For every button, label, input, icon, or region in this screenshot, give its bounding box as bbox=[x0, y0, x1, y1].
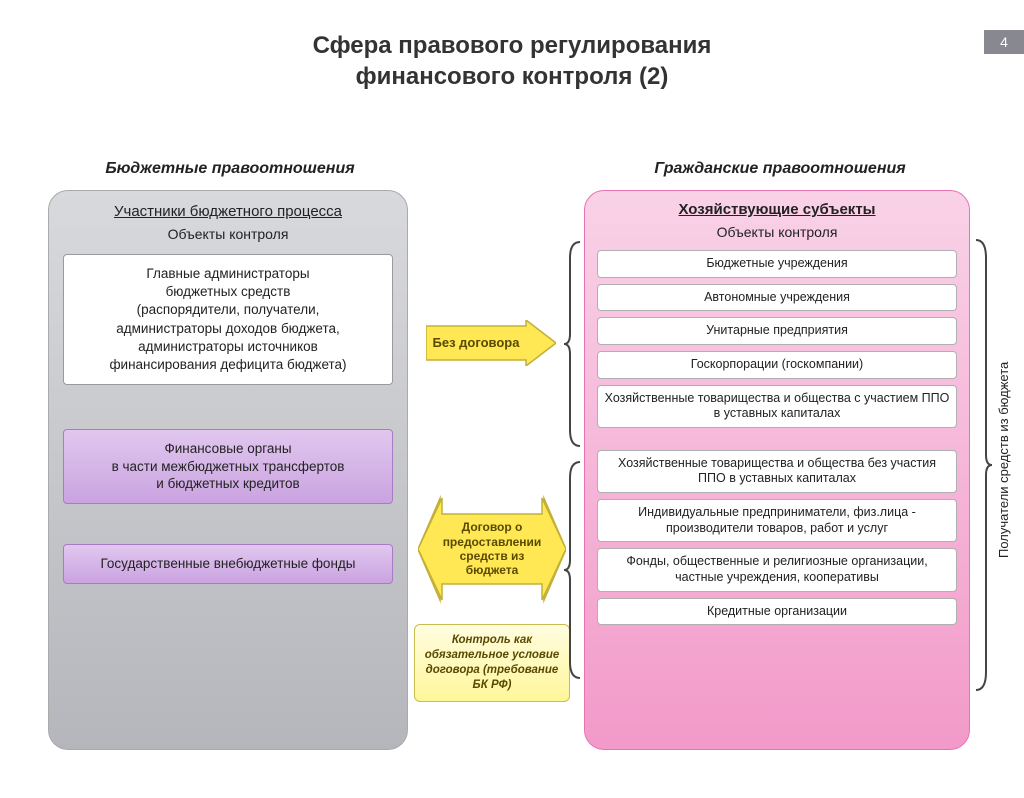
right-item: Госкорпорации (госкомпании) bbox=[597, 351, 957, 379]
right-panel-subtitle: Объекты контроля bbox=[597, 224, 957, 240]
arrow-contract-label: Договор о предоставлении средств из бюдж… bbox=[440, 500, 544, 598]
left-box-administrators: Главные администраторы бюджетных средств… bbox=[63, 254, 393, 385]
title-line-1: Сфера правового регулирования bbox=[313, 32, 712, 59]
side-label-recipients: Получатели средств из бюджета bbox=[996, 330, 1011, 590]
left-panel-title: Участники бюджетного процесса bbox=[63, 203, 393, 220]
arrow-contract: Договор о предоставлении средств из бюдж… bbox=[418, 484, 566, 614]
text: бюджетных средств bbox=[166, 284, 291, 299]
left-panel-subtitle: Объекты контроля bbox=[63, 226, 393, 242]
right-item: Фонды, общественные и религиозные органи… bbox=[597, 548, 957, 591]
right-panel: Хозяйствующие субъекты Объекты контроля … bbox=[584, 190, 970, 750]
diagram-layout: Бюджетные правоотношения Гражданские пра… bbox=[0, 160, 1024, 780]
right-column-header: Гражданские правоотношения bbox=[600, 160, 960, 178]
right-item: Кредитные организации bbox=[597, 598, 957, 626]
text: администраторы доходов бюджета, bbox=[116, 321, 340, 336]
right-item: Хозяйственные товарищества и общества бе… bbox=[597, 450, 957, 493]
page-number: 4 bbox=[984, 30, 1024, 54]
slide-title: Сфера правового регулирования финансовог… bbox=[0, 30, 1024, 92]
right-item: Автономные учреждения bbox=[597, 284, 957, 312]
left-panel: Участники бюджетного процесса Объекты ко… bbox=[48, 190, 408, 750]
text: Финансовые органы bbox=[164, 441, 291, 456]
right-item: Бюджетные учреждения bbox=[597, 250, 957, 278]
left-box-financial-bodies: Финансовые органы в части межбюджетных т… bbox=[63, 429, 393, 504]
text: в части межбюджетных трансфертов bbox=[112, 459, 345, 474]
text: администраторы источников bbox=[138, 339, 318, 354]
left-column-header: Бюджетные правоотношения bbox=[60, 160, 400, 178]
right-item: Унитарные предприятия bbox=[597, 317, 957, 345]
right-item: Индивидуальные предприниматели, физ.лица… bbox=[597, 499, 957, 542]
text: Главные администраторы bbox=[146, 266, 309, 281]
text: финансирования дефицита бюджета) bbox=[109, 357, 346, 372]
left-box-extrabudgetary-funds: Государственные внебюджетные фонды bbox=[63, 544, 393, 584]
text: и бюджетных кредитов bbox=[156, 476, 299, 491]
arrow-no-contract-label: Без договора bbox=[426, 320, 526, 366]
right-item: Хозяйственные товарищества и общества с … bbox=[597, 385, 957, 428]
text: (распорядители, получатели, bbox=[137, 302, 320, 317]
note-control-condition: Контроль как обязательное условие догово… bbox=[414, 624, 570, 702]
brace-group-b bbox=[564, 460, 582, 680]
title-line-2: финансового контроля (2) bbox=[0, 61, 1024, 92]
brace-group-a bbox=[564, 240, 582, 448]
arrow-no-contract: Без договора bbox=[426, 320, 556, 366]
right-panel-title: Хозяйствующие субъекты bbox=[597, 201, 957, 218]
brace-recipients bbox=[974, 238, 992, 692]
